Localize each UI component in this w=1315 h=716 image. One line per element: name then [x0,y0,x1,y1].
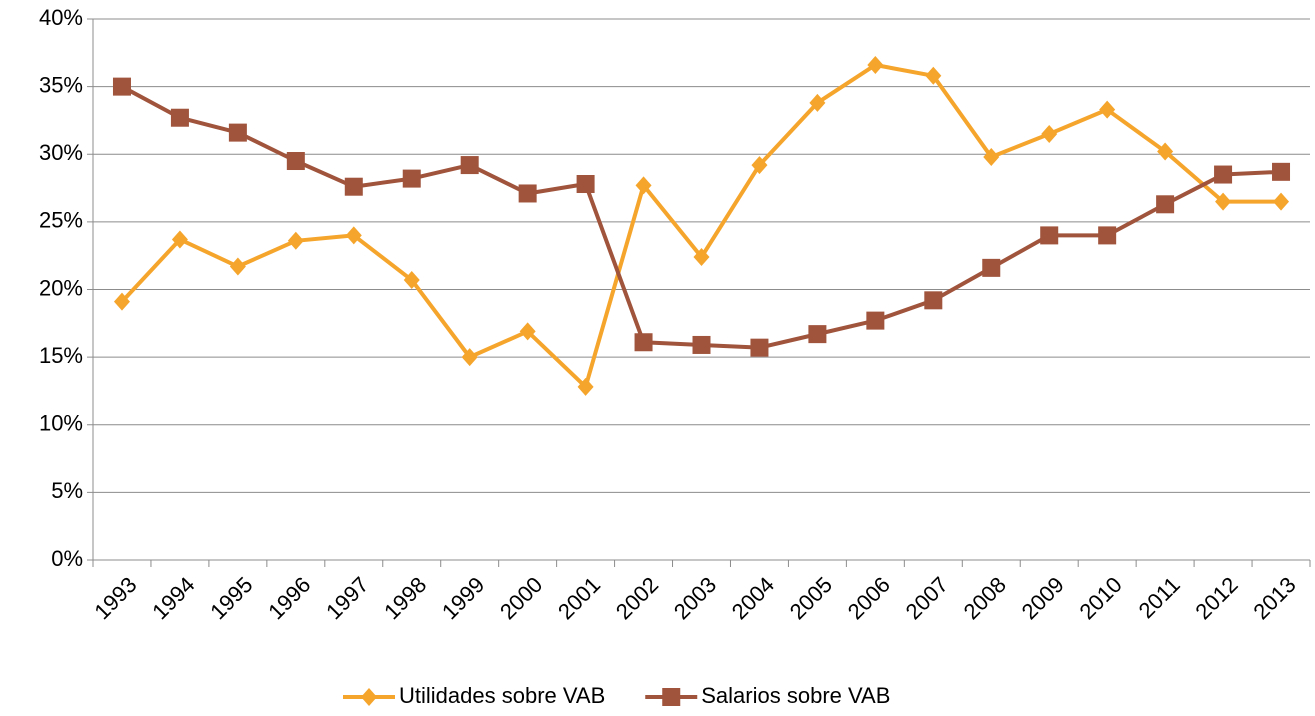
x-tick-label: 2009 [1017,572,1069,624]
data-point [1156,195,1175,214]
x-tick-label: 1993 [89,572,141,624]
data-point [1041,124,1058,143]
data-point [402,169,421,188]
data-point [982,258,1001,277]
x-tick-label: 2007 [901,572,953,624]
y-tick-label: 5% [51,478,83,503]
legend-label: Salarios sobre VAB [701,683,890,708]
x-tick-label: 1994 [147,572,199,624]
x-tick-label: 2008 [959,572,1011,624]
y-tick-label: 15% [39,343,83,368]
data-point [576,175,595,194]
legend-label: Utilidades sobre VAB [399,683,605,708]
y-tick-label: 20% [39,275,83,300]
data-point [751,156,768,175]
y-tick-label: 10% [39,411,83,436]
data-point [1098,226,1117,245]
data-point [286,152,305,171]
x-tick-label: 2013 [1248,572,1300,624]
x-tick-label: 2010 [1075,572,1127,624]
x-tick-label: 2004 [727,572,779,624]
data-point [1099,100,1116,119]
data-point [171,230,188,249]
x-tick-label: 2005 [785,572,837,624]
series-line [121,84,1282,350]
data-point [344,177,363,196]
y-tick-label: 0% [51,546,83,571]
data-point [112,77,131,96]
data-point [1215,192,1232,211]
x-tick-label: 2003 [669,572,721,624]
data-point [866,311,885,330]
data-point [460,156,479,175]
data-point [693,248,710,267]
data-point [170,108,189,127]
legend-marker [361,688,377,706]
data-point [577,377,594,396]
data-point [1273,192,1290,211]
data-point [229,257,246,276]
data-point [983,147,1000,166]
data-point [228,123,247,142]
data-point [1272,162,1291,181]
data-point [345,226,362,245]
legend-marker [662,688,681,706]
data-point [403,271,420,290]
data-point [867,55,884,74]
x-tick-label: 2012 [1190,572,1242,624]
x-tick-label: 2011 [1134,572,1185,623]
data-point [924,291,943,310]
x-tick-label: 1999 [437,572,489,624]
x-tick-label: 2000 [495,572,547,624]
x-tick-label: 1997 [321,572,373,624]
data-point [692,335,711,354]
x-tick-label: 2006 [843,572,895,624]
y-tick-label: 30% [39,140,83,165]
data-point [113,292,130,311]
data-point [1040,226,1059,245]
y-tick-label: 25% [39,208,83,233]
data-point [808,325,827,344]
x-tick-label: 1996 [263,572,315,624]
data-point [809,93,826,112]
y-tick-label: 35% [39,72,83,97]
x-tick-label: 1995 [205,572,257,624]
data-point [925,66,942,85]
x-tick-label: 1998 [379,572,431,624]
data-point [1214,165,1233,184]
data-point [750,338,769,357]
y-tick-label: 40% [39,5,83,30]
x-tick-label: 2001 [553,572,605,624]
data-point [287,231,304,250]
data-point [519,322,536,341]
data-point [1157,142,1174,161]
data-point [518,184,537,203]
x-tick-label: 2002 [611,572,663,624]
data-point [461,348,478,367]
data-point [634,333,653,352]
data-point [635,176,652,195]
